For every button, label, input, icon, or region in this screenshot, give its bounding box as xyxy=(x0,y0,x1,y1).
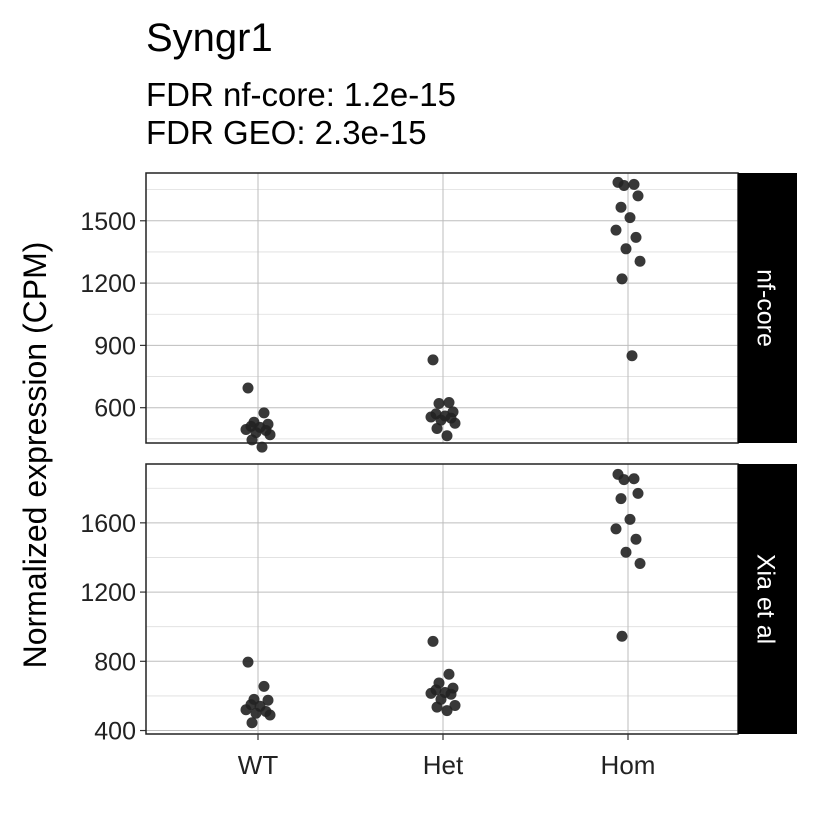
x-tick-label-het: Het xyxy=(423,750,464,780)
point-xia-et-al-hom-10 xyxy=(616,630,628,642)
point-xia-et-al-het-9 xyxy=(449,699,461,711)
point-xia-et-al-het-11 xyxy=(441,705,453,717)
chart-title: Syngr1 xyxy=(146,16,273,60)
point-xia-et-al-hom-9 xyxy=(634,558,646,570)
point-xia-et-al-hom-7 xyxy=(630,533,642,545)
point-xia-et-al-hom-5 xyxy=(624,513,636,525)
y-tick-label-nf-core-600: 600 xyxy=(94,395,136,423)
chart-subtitle-fdr-nfcore: FDR nf-core: 1.2e-15 xyxy=(146,76,456,113)
point-nf-core-het-10 xyxy=(431,422,443,434)
y-tick-label-xia-et-al-400: 400 xyxy=(94,718,136,746)
point-nf-core-wt-1 xyxy=(258,407,270,419)
point-nf-core-wt-9 xyxy=(264,429,276,441)
facet-strip-nf-core xyxy=(738,173,797,443)
chart-subtitle-fdr-geo: FDR GEO: 2.3e-15 xyxy=(146,114,427,151)
point-nf-core-het-9 xyxy=(449,417,461,429)
point-xia-et-al-wt-9 xyxy=(264,709,276,721)
point-nf-core-hom-10 xyxy=(616,273,628,285)
point-xia-et-al-het-7 xyxy=(445,688,457,700)
point-xia-et-al-wt-10 xyxy=(246,717,258,729)
point-xia-et-al-het-0 xyxy=(427,635,439,647)
y-tick-label-nf-core-1200: 1200 xyxy=(80,270,136,298)
y-axis-title: Normalized expression (CPM) xyxy=(17,242,53,669)
point-nf-core-wt-11 xyxy=(256,441,268,453)
point-nf-core-wt-6 xyxy=(240,424,252,435)
point-xia-et-al-wt-8 xyxy=(250,707,262,719)
y-tick-label-nf-core-900: 900 xyxy=(94,332,136,360)
point-nf-core-het-2 xyxy=(433,398,445,410)
point-xia-et-al-wt-3 xyxy=(262,694,274,706)
point-xia-et-al-het-10 xyxy=(431,701,443,713)
y-tick-label-nf-core-1500: 1500 xyxy=(80,208,136,236)
point-xia-et-al-wt-6 xyxy=(240,704,252,716)
point-nf-core-het-6 xyxy=(425,411,437,423)
point-nf-core-hom-11 xyxy=(626,350,638,362)
point-xia-et-al-wt-0 xyxy=(242,656,254,668)
point-xia-et-al-het-6 xyxy=(425,687,437,699)
facet-strip-label-nf-core: nf-core xyxy=(752,269,780,347)
x-tick-label-wt: WT xyxy=(238,750,279,780)
point-xia-et-al-hom-8 xyxy=(620,546,632,558)
point-nf-core-hom-6 xyxy=(610,224,622,236)
point-nf-core-het-0 xyxy=(427,354,439,366)
point-xia-et-al-wt-1 xyxy=(258,680,270,692)
point-xia-et-al-hom-2 xyxy=(618,474,630,486)
point-nf-core-hom-1 xyxy=(628,178,640,190)
point-nf-core-hom-5 xyxy=(624,212,636,224)
point-nf-core-het-8 xyxy=(435,414,447,426)
point-nf-core-hom-7 xyxy=(630,231,642,243)
y-tick-label-xia-et-al-800: 800 xyxy=(94,648,136,676)
point-xia-et-al-het-1 xyxy=(443,668,455,680)
point-xia-et-al-hom-6 xyxy=(610,523,622,535)
facet-strip-xia-et-al xyxy=(738,464,797,734)
panel-background-nf-core xyxy=(146,173,738,443)
point-xia-et-al-hom-3 xyxy=(632,487,644,499)
point-nf-core-hom-9 xyxy=(634,255,646,267)
point-nf-core-hom-2 xyxy=(618,179,630,191)
point-nf-core-het-1 xyxy=(443,397,455,408)
point-nf-core-hom-8 xyxy=(620,243,632,255)
point-nf-core-hom-3 xyxy=(632,190,644,202)
facet-strip-label-xia-et-al: Xia et al xyxy=(752,554,780,644)
y-tick-label-xia-et-al-1600: 1600 xyxy=(80,510,136,538)
point-nf-core-hom-4 xyxy=(615,201,627,213)
y-tick-label-xia-et-al-1200: 1200 xyxy=(80,579,136,607)
x-tick-label-hom: Hom xyxy=(601,750,656,780)
point-nf-core-het-11 xyxy=(441,430,453,442)
point-nf-core-wt-0 xyxy=(242,382,254,394)
point-xia-et-al-hom-4 xyxy=(615,493,627,505)
point-xia-et-al-hom-1 xyxy=(628,473,640,485)
